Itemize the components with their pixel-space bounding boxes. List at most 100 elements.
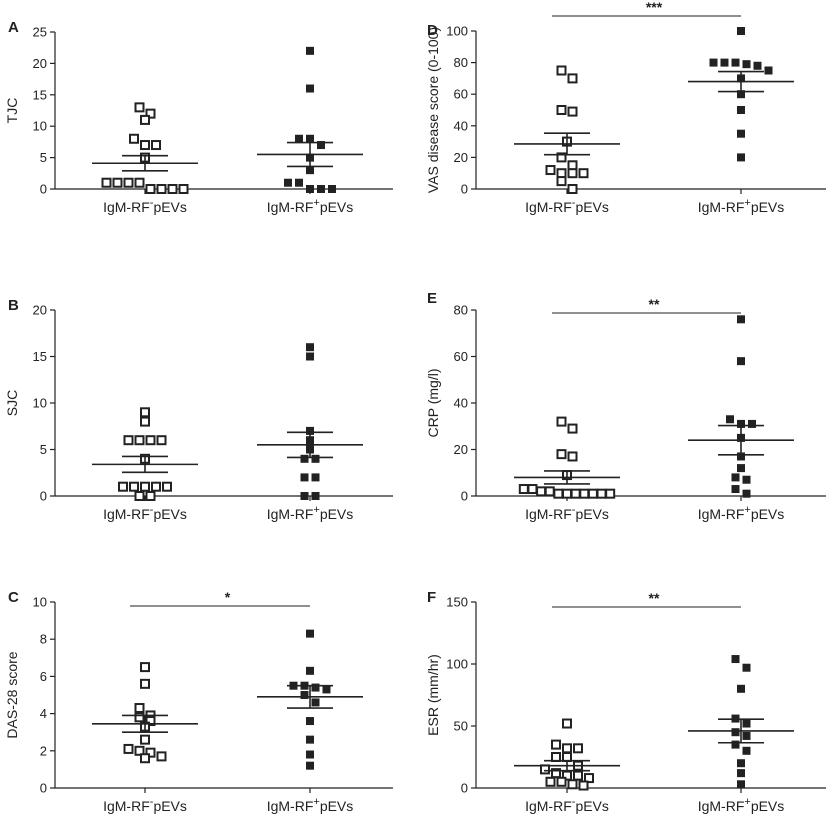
panel-c: C 0 2 4 6 8 10 IgM-RF-pEVs IgM-RF+pEVs DAS-28 sco… [4,589,393,814]
panel-letter: D [427,22,438,39]
data-point-filled [306,761,314,770]
data-point-open [145,184,156,194]
data-point-open [567,160,578,171]
data-point-open [536,486,547,497]
y-tick-label: 15 [33,87,47,102]
data-point-filled [311,492,320,500]
y-tick-label: 10 [33,595,47,610]
data-point-filled [317,141,325,150]
y-tick-label: 0 [40,182,47,197]
data-point-open [145,108,156,119]
data-point-open [129,481,139,492]
data-point-filled [737,464,745,473]
data-point-filled [742,719,751,728]
data-point-open [556,776,567,787]
data-point-filled [737,759,745,768]
category-label: IgM-RF+pEVs [698,504,785,522]
y-tick-label: 25 [33,25,47,40]
data-point-filled [306,352,314,361]
data-point-filled [737,684,745,693]
data-point-open [527,484,538,495]
data-point-filled [300,473,309,482]
data-point-filled [709,58,718,67]
data-point-filled [306,735,314,744]
data-point-filled [306,166,314,175]
data-point-open [556,105,567,115]
y-tick-label: 2 [40,743,47,758]
data-point-open [578,780,589,791]
data-point-open [178,184,189,194]
y-axis-title: ESR (mm/hr) [425,654,441,736]
significance-label: ** [649,296,660,312]
data-point-open [112,177,123,188]
category-label: IgM-RF-pEVs [525,504,609,522]
data-point-filled [737,27,745,35]
data-point-open [553,488,564,499]
data-point-filled [311,698,320,707]
data-point-filled [742,663,751,672]
data-point-open [140,662,150,673]
data-point-filled [737,452,745,461]
data-point-open [134,703,145,714]
data-point-filled [284,178,292,187]
data-point-filled [306,134,314,143]
data-point-open [567,184,578,194]
data-point-filled [306,46,314,55]
data-point-open [518,484,529,495]
data-point-open [145,716,156,727]
data-point-open [562,752,572,762]
data-point-open [567,451,578,462]
data-point-open [118,481,128,492]
data-point-open [162,481,172,492]
data-point-open [123,743,134,754]
data-point-open [556,65,567,76]
y-tick-label: 80 [454,303,468,318]
data-point-filled [295,178,303,187]
data-point-filled [306,750,314,759]
panel-letter: A [8,19,19,36]
data-point-filled [737,780,745,789]
panel-b: B 0 5 10 15 20 IgM-RF-pEVs IgM-RF+pEVs SJC [4,297,393,522]
data-point-open [573,770,583,781]
data-point-filled [731,473,740,482]
significance-label: *** [646,0,663,15]
data-point-filled [737,357,745,366]
data-point-filled [742,489,751,498]
data-point-filled [300,691,309,699]
data-point-open [134,491,145,501]
data-point-open [140,140,150,151]
data-point-open [567,168,578,179]
category-label: IgM-RF+pEVs [267,504,354,522]
panel-d: D 0 20 40 60 80 100 IgM-RF-pEVs IgM-RF+pEVs VAS d… [425,0,826,215]
y-tick-label: 80 [454,55,468,70]
y-tick-label: 0 [40,781,47,796]
data-point-open [556,152,567,163]
y-tick-label: 4 [40,706,47,721]
data-point-filled [306,666,314,675]
data-point-filled [726,415,734,424]
data-point-open [551,752,561,762]
category-label: IgM-RF-pEVs [103,197,187,215]
data-point-open [556,176,567,187]
data-point-open [134,177,145,188]
data-point-filled [311,473,320,482]
y-tick-label: 0 [461,489,468,504]
panel-e: E 0 20 40 60 80 IgM-RF-pEVs IgM-RF+pEVs CRP (mg/… [425,290,826,522]
y-axis-title: TJC [4,98,20,124]
data-point-open [101,177,112,188]
data-point-open [556,416,567,427]
data-point-filled [306,629,314,638]
data-point-open [567,106,578,117]
panel-letter: B [8,297,19,314]
category-label: IgM-RF-pEVs [525,796,609,814]
y-tick-label: 100 [446,24,468,39]
y-tick-label: 40 [454,396,468,411]
data-point-filled [764,66,773,75]
data-point-filled [737,129,745,138]
data-point-filled [306,185,314,193]
data-point-filled [306,84,314,93]
data-point-filled [322,685,331,694]
data-point-open [123,177,134,188]
panel-letter: C [8,589,19,606]
panel-f: F 0 50 100 150 IgM-RF-pEVs IgM-RF+pEVs ESR (mm/… [425,589,826,814]
